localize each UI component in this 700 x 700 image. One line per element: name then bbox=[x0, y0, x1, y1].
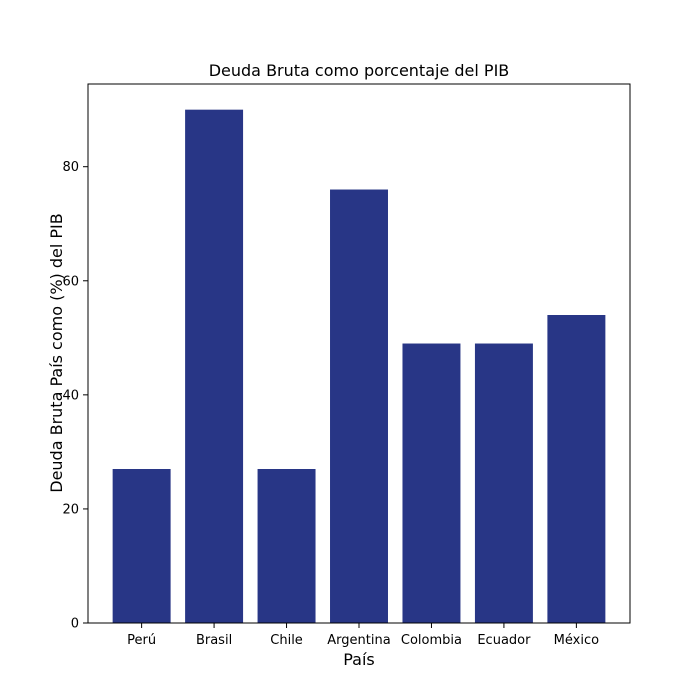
x-tick-label: Chile bbox=[270, 633, 303, 648]
y-ticks-group: 0 20 40 60 80 bbox=[62, 160, 88, 632]
x-tick-label: Argentina bbox=[327, 633, 390, 648]
bars-group bbox=[112, 109, 606, 624]
bar-6 bbox=[474, 343, 533, 623]
x-ticks-group: Perú Brasil Chile Argentina Colombia Ecuador M… bbox=[127, 623, 599, 648]
y-tick-label: 0 bbox=[71, 617, 79, 632]
x-axis-title: País bbox=[343, 650, 375, 669]
x-tick-label: Brasil bbox=[196, 633, 232, 648]
y-tick-label: 20 bbox=[62, 502, 79, 517]
x-tick-label: Ecuador bbox=[477, 633, 531, 648]
bar-4 bbox=[330, 189, 388, 623]
y-tick-label: 40 bbox=[62, 388, 79, 403]
y-tick-label: 80 bbox=[62, 160, 79, 175]
bar-3 bbox=[257, 469, 316, 623]
bar-1 bbox=[112, 469, 171, 623]
bar-7 bbox=[547, 315, 606, 623]
bar-2 bbox=[185, 109, 244, 624]
x-tick-label: México bbox=[554, 633, 599, 648]
bar-5 bbox=[402, 343, 461, 623]
y-axis-title: Deuda Bruta País como (%) del PIB bbox=[47, 213, 66, 493]
x-tick-label: Colombia bbox=[401, 633, 462, 648]
plot-frame bbox=[87, 83, 631, 624]
x-tick-label: Perú bbox=[127, 633, 156, 648]
chart-title: Deuda Bruta como porcentaje del PIB bbox=[209, 61, 510, 80]
y-tick-label: 60 bbox=[62, 274, 79, 289]
